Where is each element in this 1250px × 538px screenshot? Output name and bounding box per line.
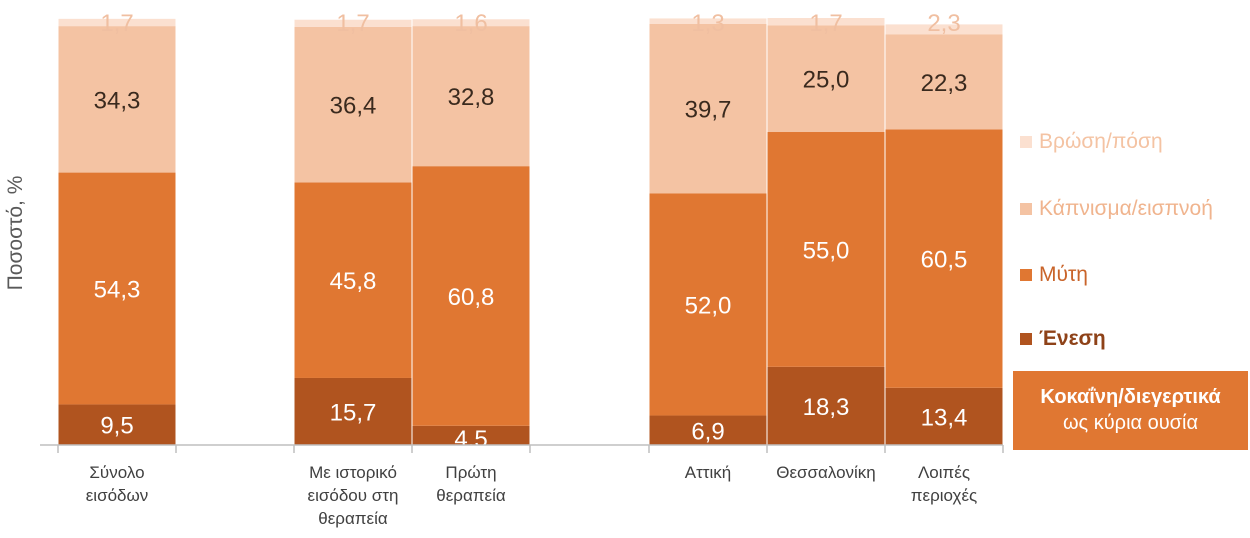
bar-segment (412, 425, 530, 445)
bar-segment (649, 193, 767, 416)
bar-segment (885, 34, 1003, 130)
data-label: 25,0 (803, 67, 850, 94)
data-label: 1,7 (336, 10, 369, 37)
bar-segment (412, 26, 530, 167)
legend-swatch (1020, 203, 1032, 215)
data-label: 13,4 (921, 404, 968, 431)
legend-swatch (1020, 269, 1032, 281)
bar-group: 13,4 60,5 22,3 2,3 (885, 10, 1003, 445)
bar-segment (767, 366, 885, 445)
category-label-line: Σύνολο (89, 463, 145, 482)
category-label-line: εισόδων (85, 486, 149, 505)
category-label-line: Με ιστορικό (309, 463, 397, 482)
legend-title-box: Κοκαΐνη/διεγερτικά ως κύρια ουσία (1013, 371, 1248, 450)
bar-segment (294, 19, 412, 27)
data-label: 36,4 (330, 93, 377, 120)
bar-segment (294, 26, 412, 183)
data-label: 18,3 (803, 394, 850, 421)
bar-segment (58, 18, 176, 27)
category-label-line: εισόδου στη (307, 486, 399, 505)
legend-item: Βρώση/πόση (1020, 130, 1163, 154)
data-label: 39,7 (685, 97, 732, 124)
category-label-line: Λοιπές (917, 463, 971, 482)
data-label: 1,7 (100, 10, 133, 37)
data-label: 54,3 (94, 277, 141, 304)
category-label-line: θεραπεία (318, 509, 388, 528)
category-label-line: Θεσσαλονίκη (776, 463, 876, 482)
legend-item: Μύτη (1020, 263, 1088, 287)
bar-group: 4,5 60,8 32,8 1,6 (412, 10, 530, 453)
bar-segment (412, 166, 530, 426)
bar-segment (649, 415, 767, 445)
legend-item: Ένεση (1020, 327, 1106, 351)
category-label-line: Πρώτη (445, 463, 497, 482)
legend-swatch (1020, 333, 1032, 345)
category-label: Σύνολο εισόδων (47, 461, 187, 507)
bar-segment (767, 18, 885, 26)
data-label: 60,8 (448, 284, 495, 311)
bar-segment (885, 129, 1003, 388)
category-label-line: περιοχές (910, 486, 978, 505)
data-label: 55,0 (803, 237, 850, 264)
category-label: Λοιπές περιοχές (874, 461, 1014, 507)
bar-group: 9,5 54,3 34,3 1,7 (58, 10, 176, 445)
legend-title: Κοκαΐνη/διεγερτικά (1040, 386, 1221, 408)
bar-segment (885, 387, 1003, 445)
legend-label: Κάπνισμα/εισπνοή (1039, 197, 1213, 220)
bar-segment (58, 26, 176, 173)
bar-segment (767, 25, 885, 133)
data-label: 9,5 (100, 413, 133, 440)
bar-group: 18,3 55,0 25,0 1,7 (767, 10, 885, 445)
bar-segment (58, 404, 176, 445)
category-label-line: θεραπεία (436, 486, 506, 505)
data-label: 6,9 (691, 418, 724, 445)
legend-label: Ένεση (1039, 327, 1106, 350)
bar-segment (885, 24, 1003, 35)
data-label: 4,5 (454, 426, 487, 453)
bar-segment (649, 23, 767, 194)
y-axis-label-text: Ποσοστό, % (4, 175, 27, 291)
data-label: 32,8 (448, 84, 495, 111)
legend-swatch (1020, 136, 1032, 148)
category-label-line: Αττική (684, 463, 732, 482)
legend-label: Μύτη (1039, 263, 1088, 286)
legend-item: Κάπνισμα/εισπνοή (1020, 197, 1213, 221)
bar-segment (767, 132, 885, 367)
legend-label: Βρώση/πόση (1039, 130, 1163, 153)
data-label: 45,8 (330, 268, 377, 295)
bar-segment (649, 18, 767, 24)
data-label: 60,5 (921, 247, 968, 274)
data-label: 1,7 (809, 10, 842, 37)
data-label: 34,3 (94, 87, 141, 114)
data-label: 22,3 (921, 70, 968, 97)
category-label: Αττική (638, 461, 778, 484)
bar-segment (294, 377, 412, 445)
bar-group: 6,9 52,0 39,7 1,3 (649, 10, 767, 445)
data-label: 1,3 (691, 10, 724, 37)
data-label: 15,7 (330, 400, 377, 427)
category-label: Με ιστορικό εισόδου στη θεραπεία (283, 461, 423, 530)
category-label: Θεσσαλονίκη (756, 461, 896, 484)
bar-group: 15,7 45,8 36,4 1,7 (294, 10, 412, 445)
category-label: Πρώτη θεραπεία (401, 461, 541, 507)
bar-segment (294, 182, 412, 378)
data-label: 52,0 (685, 293, 732, 320)
bar-segment (58, 172, 176, 405)
data-label: 2,3 (927, 10, 960, 37)
data-label: 1,6 (454, 10, 487, 37)
bar-segment (412, 19, 530, 27)
legend-subtitle: ως κύρια ουσία (1062, 412, 1199, 434)
